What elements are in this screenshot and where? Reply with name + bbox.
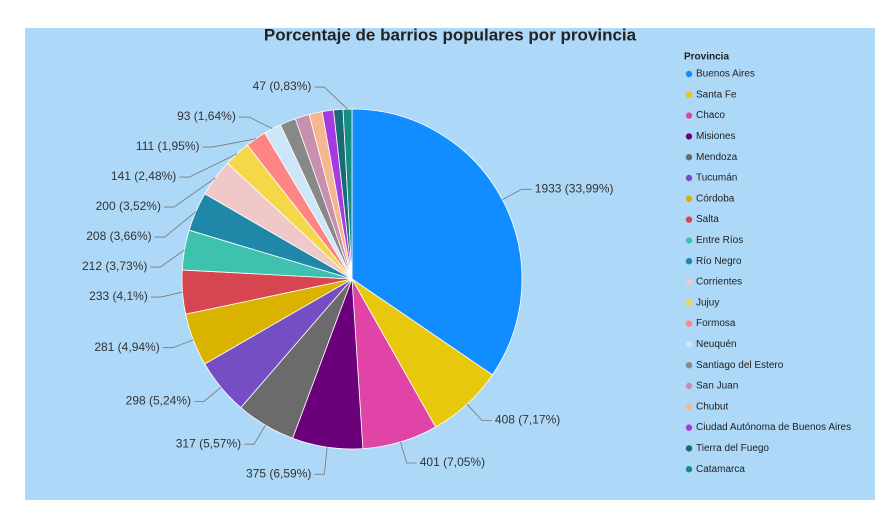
legend-label: San Juan [696, 381, 738, 392]
legend-marker [685, 133, 693, 140]
leader-line [502, 188, 532, 200]
legend-marker [685, 237, 693, 244]
data-label: 375 (6,59%) [246, 466, 311, 480]
legend-label: Mendoza [696, 152, 738, 163]
data-label: 208 (3,66%) [86, 229, 151, 243]
leader-line [314, 86, 348, 110]
leader-line [150, 249, 185, 268]
legend-label: Entre Ríos [696, 235, 743, 246]
leader-line [194, 387, 222, 402]
data-label: 141 (2,48%) [111, 169, 176, 183]
leader-line [466, 403, 492, 421]
legend-marker [685, 174, 693, 182]
legend-marker [685, 91, 693, 99]
legend-label: Chaco [696, 110, 725, 121]
data-label: 200 (3,52%) [96, 199, 161, 213]
data-label: 401 (7,05%) [420, 455, 485, 469]
legend-label: Corrientes [696, 277, 742, 288]
legend-label: Río Negro [696, 256, 742, 267]
data-label: 298 (5,24%) [126, 394, 191, 408]
leader-line [314, 447, 328, 475]
legend-label: Misiones [696, 131, 735, 142]
legend-marker [685, 70, 693, 78]
legend-marker [685, 278, 693, 286]
legend-marker [685, 341, 693, 348]
leader-line [162, 339, 194, 349]
legend-label: Salta [696, 214, 719, 225]
data-label: 233 (4,1%) [89, 289, 148, 303]
leader-line [154, 211, 197, 238]
legend-label: Santa Fe [696, 89, 737, 100]
data-label: 281 (4,94%) [94, 340, 159, 354]
leader-line [163, 177, 216, 208]
legend-marker [685, 466, 693, 473]
legend-marker [685, 195, 693, 202]
legend-label: Tierra del Fuego [696, 443, 769, 454]
data-label: 47 (0,83%) [253, 79, 312, 93]
legend-marker [685, 320, 693, 327]
legend-marker [685, 362, 693, 369]
data-label: 317 (5,57%) [176, 436, 241, 450]
legend-marker [685, 112, 693, 119]
legend-label: Neuquén [696, 339, 737, 350]
legend-marker [685, 216, 693, 223]
legend-marker [685, 445, 693, 452]
data-label: 111 (1,95%) [136, 139, 200, 153]
legend-label: Chubut [696, 401, 728, 412]
legend-label: Córdoba [696, 193, 735, 204]
legend-title: Provincia [684, 52, 729, 63]
legend-marker [685, 299, 693, 306]
leader-line [202, 138, 256, 148]
leader-line [179, 153, 238, 178]
legend-marker [685, 382, 693, 390]
leader-line [244, 425, 266, 445]
data-label: 212 (3,73%) [82, 259, 147, 273]
legend-label: Buenos Aires [696, 69, 755, 80]
legend-label: Tucumán [696, 173, 737, 184]
data-label: 408 (7,17%) [495, 413, 560, 427]
legend-label: Santiago del Estero [696, 360, 784, 371]
legend-marker [685, 424, 693, 431]
legend-marker [685, 258, 693, 265]
legend-label: Formosa [696, 318, 736, 329]
legend-label: Ciudad Autónoma de Buenos Aires [696, 422, 851, 433]
data-label: 93 (1,64%) [177, 109, 236, 123]
chart-title: Porcentaje de barrios populares por prov… [264, 25, 637, 44]
legend-marker [685, 154, 693, 161]
legend-marker [685, 403, 693, 410]
leader-line [238, 116, 273, 130]
legend-label: Catamarca [696, 464, 745, 475]
legend-label: Jujuy [696, 297, 719, 308]
leader-line [150, 291, 183, 298]
data-label: 1933 (33,99%) [535, 181, 614, 195]
leader-line [400, 441, 417, 464]
